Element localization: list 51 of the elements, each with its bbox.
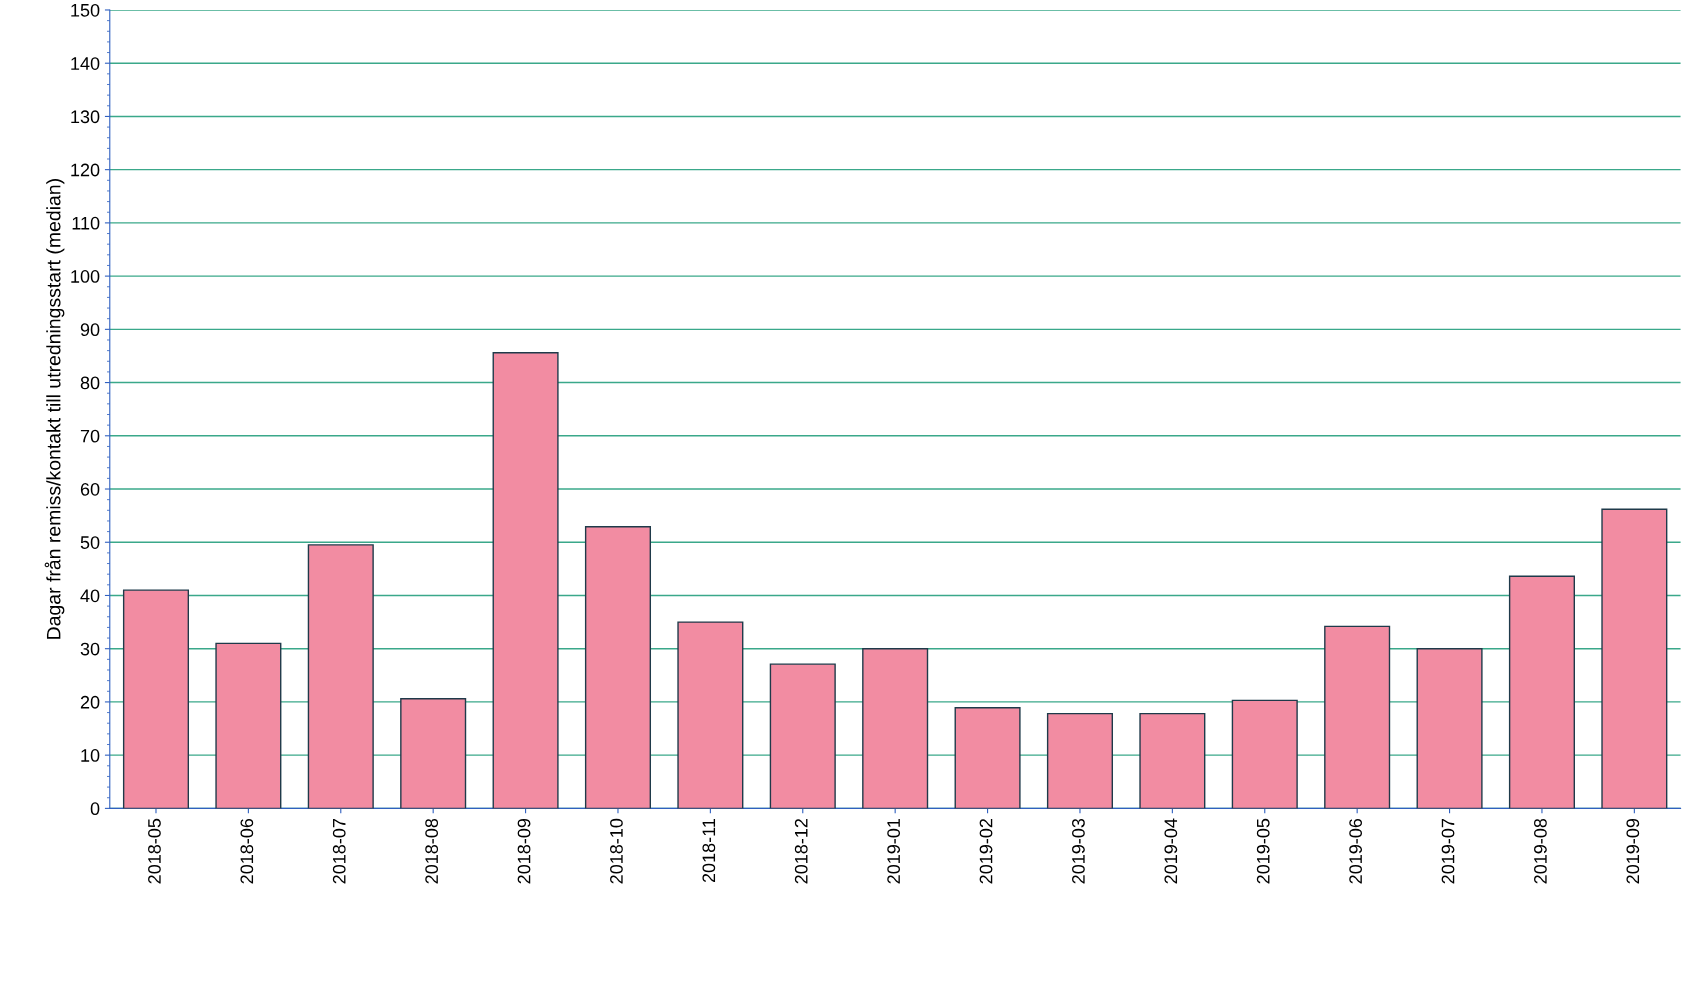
bar <box>400 698 467 809</box>
bar <box>122 589 190 809</box>
x-tick-label: 2019-02 <box>979 819 993 884</box>
x-tick-label: 2019-09 <box>1626 818 1640 884</box>
bar <box>1231 699 1298 809</box>
y-tick-label: 0 <box>90 802 100 816</box>
bar <box>677 621 744 809</box>
x-tick-label: 2019-03 <box>1072 818 1085 884</box>
y-tick-label: 140 <box>71 57 100 70</box>
y-tick-label: 150 <box>71 3 100 17</box>
x-tick-label: 2018-07 <box>332 819 346 884</box>
bar <box>1508 575 1575 809</box>
y-tick-label: 90 <box>80 323 100 337</box>
y-tick-label: 50 <box>80 536 100 549</box>
x-tick-label: 2018-09 <box>517 818 531 884</box>
bar <box>215 642 282 809</box>
y-tick-label: 20 <box>80 695 100 709</box>
y-tick-label: 100 <box>71 270 100 283</box>
x-tick-label: 2019-05 <box>1256 818 1270 884</box>
bar <box>862 648 929 809</box>
bar <box>307 544 374 809</box>
bar <box>584 526 652 809</box>
y-tick-label: 130 <box>71 110 100 124</box>
y-tick-label: 30 <box>80 642 100 656</box>
y-tick-label: 10 <box>81 749 100 762</box>
x-tick-label: 2018-10 <box>610 818 623 884</box>
x-tick-label: 2018-11 <box>702 818 716 883</box>
y-tick-label: 60 <box>80 482 100 496</box>
bar <box>1324 625 1391 809</box>
y-tick-label: 110 <box>72 216 100 230</box>
y-tick-label: 80 <box>80 376 100 390</box>
bar <box>954 707 1021 809</box>
x-tick-label: 2019-06 <box>1349 818 1363 884</box>
x-tick-label: 2019-01 <box>887 818 901 884</box>
x-tick-label: 2018-06 <box>240 818 254 884</box>
bar <box>1416 648 1483 809</box>
x-tick-label: 2018-05 <box>148 818 161 884</box>
bar <box>492 352 559 809</box>
bar <box>1601 508 1668 809</box>
y-axis-title: Dagar från remiss/kontakt till utredningsstart (median) <box>44 179 65 639</box>
y-tick-label: 70 <box>80 429 100 443</box>
bar <box>1139 712 1206 809</box>
x-tick-label: 2018-12 <box>794 819 808 884</box>
x-tick-label: 2019-08 <box>1534 818 1547 884</box>
bar <box>1046 712 1114 809</box>
bar <box>769 663 836 809</box>
x-tick-label: 2019-07 <box>1441 819 1455 884</box>
x-tick-label: 2019-04 <box>1164 818 1178 884</box>
x-tick-label: 2018-08 <box>425 818 439 884</box>
y-tick-label: 40 <box>80 589 100 603</box>
y-tick-label: 120 <box>71 163 100 177</box>
